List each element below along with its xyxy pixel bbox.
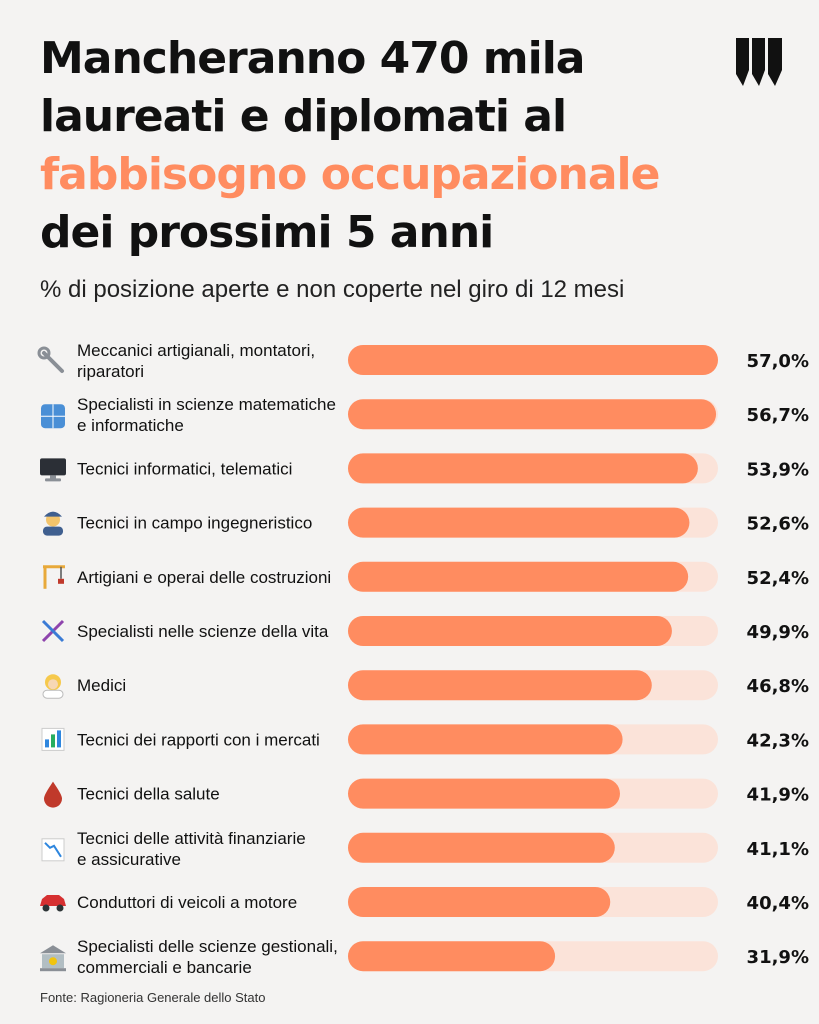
category-label: Tecnici informatici, telematici — [77, 459, 292, 478]
bar — [348, 887, 611, 917]
bar — [348, 561, 689, 592]
doctor-icon — [42, 674, 64, 699]
value-label: 52,6% — [747, 514, 809, 535]
category-label: Conduttori di veicoli a motore — [77, 893, 297, 912]
bar — [348, 832, 615, 863]
brand-logo-icon — [736, 38, 782, 86]
engineer-icon — [43, 511, 63, 536]
title-line-4: dei prossimi 5 anni — [40, 207, 494, 258]
wrench-icon — [37, 346, 64, 373]
category-label: Tecnici in campo ingegneristico — [77, 514, 312, 533]
category-label: Meccanici artigianali, montatori, riparat… — [77, 341, 315, 381]
value-label: 57,0% — [747, 351, 809, 372]
bar — [348, 399, 717, 430]
bar — [348, 616, 672, 646]
chart-title: Mancheranno 470 mila laureati e diplomat… — [40, 30, 730, 262]
bank-icon — [40, 945, 66, 972]
bar — [348, 941, 556, 972]
value-label: 53,9% — [747, 459, 809, 480]
value-label: 46,8% — [747, 676, 809, 697]
bar — [348, 453, 698, 484]
title-line-3-highlight: fabbisogno occupazionale — [40, 149, 660, 200]
category-label: Specialisti nelle scienze della vita — [77, 622, 329, 641]
car-icon — [40, 895, 66, 912]
category-label: Tecnici dei rapporti con i mercati — [77, 730, 320, 749]
value-label: 52,4% — [747, 568, 809, 589]
bar — [348, 507, 690, 538]
value-label: 41,1% — [747, 839, 809, 860]
category-label: Tecnici della salute — [77, 785, 220, 804]
category-label: Specialisti delle scienze gestionali, com… — [77, 937, 338, 977]
bar-chart-icon — [41, 727, 65, 751]
category-label: Medici — [77, 676, 126, 695]
chart-decreasing-icon — [41, 838, 65, 862]
bar — [348, 345, 718, 375]
bar — [348, 670, 652, 701]
blood-drop-icon — [44, 781, 62, 808]
title-line-2: laureati e diplomati al — [40, 91, 567, 142]
title-line-1: Mancheranno 470 mila — [40, 33, 586, 84]
value-label: 40,4% — [747, 893, 809, 914]
category-label: Specialisti in scienze matematiche e info… — [77, 395, 336, 435]
value-label: 56,7% — [747, 405, 809, 426]
value-label: 31,9% — [747, 947, 809, 968]
numbers-icon — [41, 404, 65, 429]
chart-subtitle: % di posizione aperte e non coperte nel … — [40, 276, 625, 303]
bar — [348, 724, 623, 755]
crane-icon — [43, 565, 65, 589]
value-label: 49,9% — [747, 622, 809, 643]
value-label: 41,9% — [747, 785, 809, 806]
category-label: Artigiani e operai delle costruzioni — [77, 568, 331, 587]
dna-icon — [41, 619, 65, 643]
bar — [348, 778, 620, 809]
source-note: Fonte: Ragioneria Generale dello Stato — [40, 990, 266, 1005]
value-label: 42,3% — [747, 730, 809, 751]
category-label: Tecnici delle attività finanziarie e assi… — [77, 829, 306, 869]
monitor-icon — [40, 458, 66, 482]
